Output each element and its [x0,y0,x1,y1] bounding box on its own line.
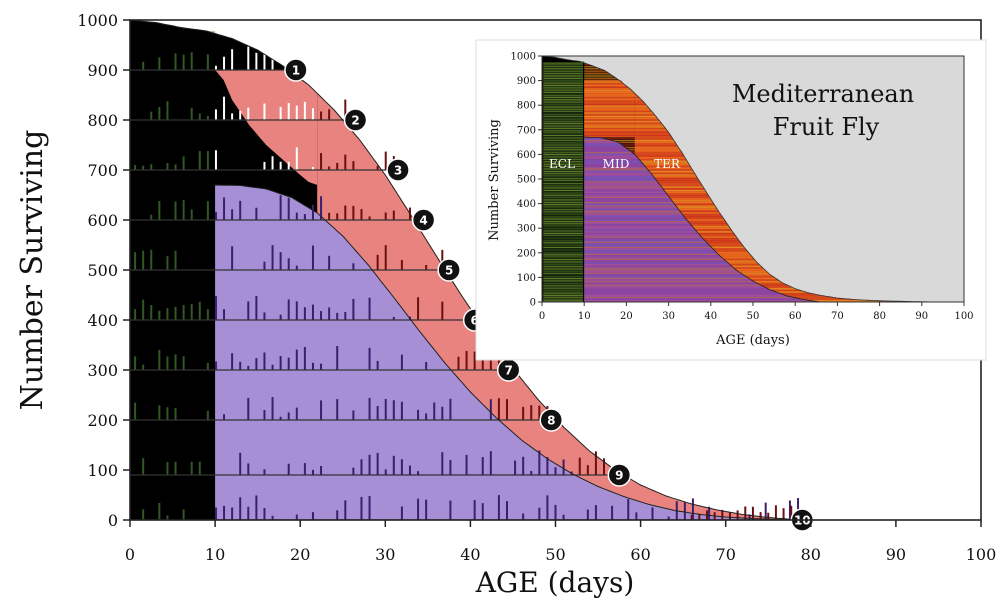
cohort-marker-4: 4 [411,208,436,232]
inset-texture [543,62,880,302]
total-survival-curve [130,20,811,520]
x-tick-label: 20 [290,545,310,564]
cohort-marker-label: 3 [394,164,402,178]
inset-x-tick-label: 90 [915,311,928,322]
inset-y-tick-label: 800 [517,101,536,112]
inset-axes: 0 10 20 30 40 50 60 70 80 90 100010020030040050060… [511,52,974,323]
inset-x-tick-label: 10 [578,311,591,322]
x-tick-label: 100 [966,545,997,564]
y-tick-label: 0 [108,511,118,530]
cohort-marker-circle [607,463,632,487]
y-tick-label: 100 [87,461,118,480]
inset-y-tick-label: 600 [517,150,536,161]
cohort-marker-circle [343,108,368,132]
inset-x-tick-label: 0 [539,311,545,322]
ecl-label: ECL [549,157,575,171]
inset-x-tick-label: 100 [954,311,973,322]
cohort-marker-label: 8 [547,414,555,428]
y-tick-label: 800 [87,111,118,130]
x-tick-label: 0 [125,545,135,564]
x-tick-label: 10 [205,545,225,564]
cohort-marker-2: 2 [343,108,368,132]
y-tick-label: 1000 [77,11,118,30]
y-tick-label: 900 [87,61,118,80]
inset-total-survival-curve [542,56,935,302]
x-tick-label: 80 [801,545,821,564]
cohort-marker-circle [284,58,308,82]
y-tick-label: 300 [87,361,118,380]
x-tick-label: 50 [545,545,565,564]
inset-x-tick-label: 40 [704,311,717,322]
cohort-marker-label: 1 [292,64,300,78]
inset-y-tick-label: 700 [517,125,536,136]
terminal-wedge [215,70,318,185]
terminal-entry-curve [215,184,803,520]
inset-x-axis-label: AGE (days) [715,333,790,348]
inset-x-tick-label: 70 [831,311,844,322]
inset-y-tick-label: 400 [517,199,536,210]
cohort-marker-8: 8 [539,408,563,432]
ter-label: TER [654,157,681,171]
x-tick-label: 70 [716,545,736,564]
cohort-marker-circle [539,408,563,432]
y-tick-label: 700 [87,161,118,180]
cohort-marker-label: 7 [505,364,513,378]
cohort-marker-circle [437,258,461,282]
inset-medfly-chart: 0 10 20 30 40 50 60 70 80 90 100010020030040050060… [475,39,987,361]
inset-x-tick-label: 30 [662,311,675,322]
inset-x-tick-label: 20 [620,311,633,322]
y-tick-label: 600 [87,211,118,230]
y-tick-label: 200 [87,411,118,430]
y-tick-label: 500 [87,261,118,280]
cohort-marker-5: 5 [437,258,461,282]
cohort-marker-label: 4 [419,214,427,228]
inset-y-axis-label: Number Surviving [487,119,502,241]
x-tick-label: 30 [375,545,395,564]
x-tick-label: 90 [886,545,906,564]
x-axis-label: AGE (days) [475,566,635,599]
cohort-marker-label: 6 [470,314,478,328]
cohort-marker-7: 7 [496,358,521,382]
cohort-marker-circle [411,208,436,232]
inset-title-line1: Mediterranean [732,80,914,108]
inset-terminal-entry-curve [584,136,821,302]
cohort-marker-1: 1 [284,58,308,82]
inset-x-tick-label: 50 [747,311,760,322]
inset-title-line2: Fruit Fly [773,113,880,141]
cohort-lines [130,69,803,520]
inset-y-tick-label: 0 [530,298,536,309]
cohort-marker-circle [386,158,410,182]
inset-x-tick-label: 60 [789,311,802,322]
y-tick-label: 400 [87,311,118,330]
main-axes: 0 10 20 30 40 50 60 70 80 90 100010020030040050060… [77,11,996,564]
inset-y-tick-label: 200 [517,248,536,259]
inset-x-tick-label: 80 [873,311,886,322]
cohort-marker-label: 5 [445,264,453,278]
y-axis-label: Number Surviving [15,130,50,411]
mid-label: MID [603,157,630,171]
inset-y-tick-label: 500 [517,175,536,186]
inset-y-tick-label: 1000 [511,52,536,63]
x-tick-label: 40 [460,545,480,564]
inset-y-tick-label: 100 [517,273,536,284]
x-tick-label: 60 [630,545,650,564]
cohort-marker-9: 9 [607,463,632,487]
cohort-marker-label: 9 [615,469,623,483]
cohort-marker-3: 3 [386,158,410,182]
inset-y-tick-label: 300 [517,224,536,235]
cohort-marker-label: 2 [351,114,359,128]
inset-y-tick-label: 900 [517,76,536,87]
mid-region [215,185,803,520]
